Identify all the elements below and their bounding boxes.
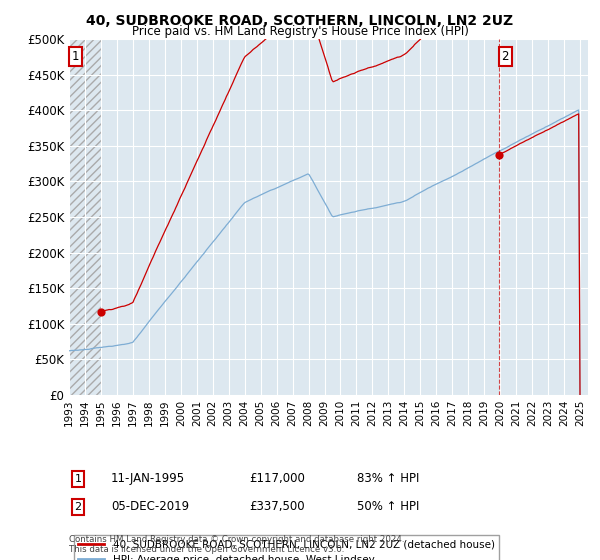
Text: 40, SUDBROOKE ROAD, SCOTHERN, LINCOLN, LN2 2UZ: 40, SUDBROOKE ROAD, SCOTHERN, LINCOLN, L… xyxy=(86,14,514,28)
40, SUDBROOKE ROAD, SCOTHERN, LINCOLN, LN2 2UZ (detached house) xyxy=(515,141,522,148)
Text: Price paid vs. HM Land Registry's House Price Index (HPI): Price paid vs. HM Land Registry's House … xyxy=(131,25,469,38)
HPI: Average price, detached house, West Lindsey: (2.02e+03, 2.94e+05): Average price, detached house, West Lind… xyxy=(430,182,437,189)
Bar xyxy=(69,39,101,395)
40, SUDBROOKE ROAD, SCOTHERN, LINCOLN, LN2 2UZ (detached house) xyxy=(496,151,503,157)
Line: HPI: Average price, detached house, West Lindsey: HPI: Average price, detached house, West… xyxy=(69,110,580,397)
Text: 1: 1 xyxy=(71,50,79,63)
Text: 05-DEC-2019: 05-DEC-2019 xyxy=(111,500,189,514)
Line: 40, SUDBROOKE ROAD, SCOTHERN, LINCOLN, LN2 2UZ (detached house): 40, SUDBROOKE ROAD, SCOTHERN, LINCOLN, L… xyxy=(500,114,580,397)
40, SUDBROOKE ROAD, SCOTHERN, LINCOLN, LN2 2UZ (detached house) xyxy=(524,137,532,143)
Text: £337,500: £337,500 xyxy=(249,500,305,514)
Text: 83% ↑ HPI: 83% ↑ HPI xyxy=(357,472,419,486)
Text: £117,000: £117,000 xyxy=(249,472,305,486)
Point xyxy=(494,150,503,159)
Legend: 40, SUDBROOKE ROAD, SCOTHERN, LINCOLN, LN2 2UZ (detached house), HPI: Average pr: 40, SUDBROOKE ROAD, SCOTHERN, LINCOLN, L… xyxy=(74,535,499,560)
Point xyxy=(97,307,106,316)
HPI: Average price, detached house, West Lindsey: (1.99e+03, 6.18e+04): Average price, detached house, West Lind… xyxy=(65,347,73,354)
40, SUDBROOKE ROAD, SCOTHERN, LINCOLN, LN2 2UZ (detached house) xyxy=(539,129,546,136)
Text: 11-JAN-1995: 11-JAN-1995 xyxy=(111,472,185,486)
HPI: Average price, detached house, West Lindsey: (2.02e+03, 3.99e+05): Average price, detached house, West Lind… xyxy=(572,108,580,114)
HPI: Average price, detached house, West Lindsey: (1.99e+03, 6.38e+04): Average price, detached house, West Lind… xyxy=(83,346,90,353)
HPI: Average price, detached house, West Lindsey: (2.01e+03, 2.52e+05): Average price, detached house, West Lind… xyxy=(328,212,335,219)
40, SUDBROOKE ROAD, SCOTHERN, LINCOLN, LN2 2UZ (detached house) xyxy=(544,127,551,133)
40, SUDBROOKE ROAD, SCOTHERN, LINCOLN, LN2 2UZ (detached house) xyxy=(512,142,520,149)
40, SUDBROOKE ROAD, SCOTHERN, LINCOLN, LN2 2UZ (detached house) xyxy=(575,110,582,117)
40, SUDBROOKE ROAD, SCOTHERN, LINCOLN, LN2 2UZ (detached house) xyxy=(577,394,584,400)
Text: 2: 2 xyxy=(74,502,82,512)
HPI: Average price, detached house, West Lindsey: (2.02e+03, 4e+05): Average price, detached house, West Lind… xyxy=(575,106,582,113)
Text: Contains HM Land Registry data © Crown copyright and database right 2024.
This d: Contains HM Land Registry data © Crown c… xyxy=(69,535,404,554)
HPI: Average price, detached house, West Lindsey: (2e+03, 6.68e+04): Average price, detached house, West Lind… xyxy=(99,344,106,351)
Text: 1: 1 xyxy=(74,474,82,484)
HPI: Average price, detached house, West Lindsey: (2.02e+03, -3.15e+03): Average price, detached house, West Lind… xyxy=(577,394,584,400)
Text: 50% ↑ HPI: 50% ↑ HPI xyxy=(357,500,419,514)
Text: 2: 2 xyxy=(502,50,509,63)
40, SUDBROOKE ROAD, SCOTHERN, LINCOLN, LN2 2UZ (detached house) xyxy=(566,115,573,122)
HPI: Average price, detached house, West Lindsey: (2.02e+03, 3.5e+05): Average price, detached house, West Lind… xyxy=(506,143,513,150)
